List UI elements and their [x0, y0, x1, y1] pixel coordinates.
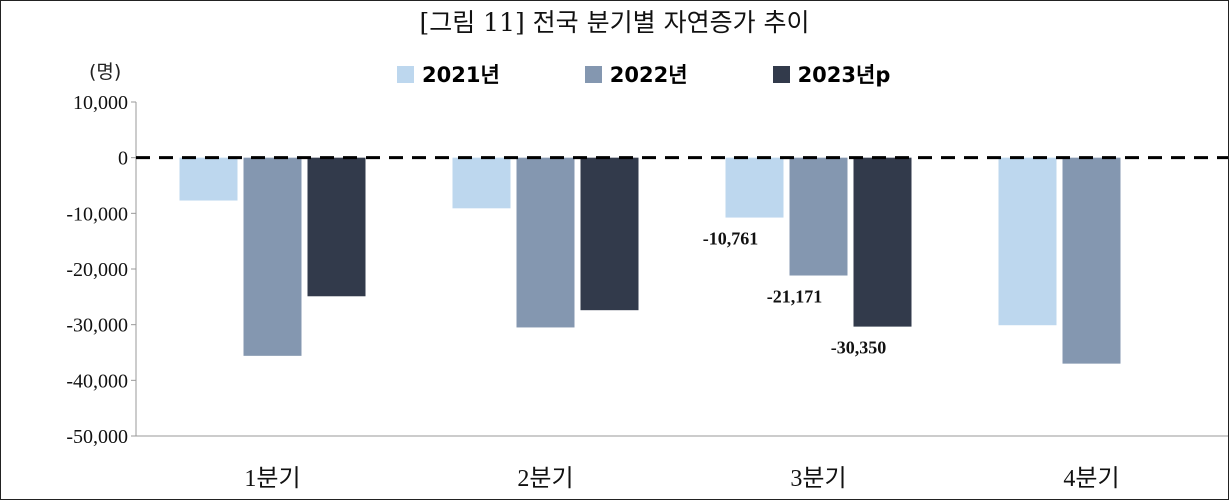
- bar-2022년-3분기: [789, 157, 848, 276]
- bar-2022년-2분기: [516, 157, 575, 328]
- x-tick-label: 4분기: [1063, 465, 1119, 492]
- legend-item-2023: 2023년p: [772, 59, 891, 89]
- y-tick-label: 0: [118, 148, 128, 170]
- legend-item-2022: 2022년: [584, 59, 688, 89]
- data-label: -10,761: [703, 229, 759, 249]
- bar-2022년-1분기: [243, 157, 302, 356]
- unit-label: (명): [89, 61, 122, 83]
- bar-2021년-1분기: [179, 157, 238, 201]
- bar-2023년p-2분기: [580, 157, 639, 311]
- y-tick-label: -50,000: [66, 426, 128, 448]
- x-tick-label: 1분기: [244, 465, 300, 492]
- bar-2021년-4분기: [998, 157, 1057, 326]
- x-tick-label: 3분기: [790, 465, 846, 492]
- data-label: -21,171: [767, 287, 823, 307]
- y-tick-label: -10,000: [66, 203, 128, 225]
- x-tick-label: 2분기: [517, 465, 573, 492]
- y-tick-label: -30,000: [66, 315, 128, 337]
- y-tick-label: 10,000: [73, 92, 128, 114]
- legend-swatch-2022: [584, 65, 602, 83]
- y-tick-label: -20,000: [66, 259, 128, 281]
- legend-label-2021: 2021년: [422, 63, 500, 87]
- bar-2021년-2분기: [452, 157, 511, 209]
- legend: 2021년 2022년 2023년p: [397, 59, 975, 89]
- bar-2023년p-3분기: [853, 157, 912, 327]
- legend-label-2022: 2022년: [609, 63, 688, 87]
- data-label: -30,350: [831, 338, 887, 358]
- legend-swatch-2021: [397, 65, 414, 83]
- bar-2022년-4분기: [1062, 157, 1121, 364]
- y-tick-label: -40,000: [66, 370, 128, 392]
- legend-item-2021: 2021년: [397, 59, 500, 89]
- bar-2023년p-1분기: [307, 157, 366, 297]
- legend-label-2023: 2023년p: [797, 63, 891, 87]
- legend-swatch-2023: [772, 65, 790, 83]
- chart-title: [그림 11] 전국 분기별 자연증가 추이: [419, 8, 810, 37]
- bar-2021년-3분기: [725, 157, 784, 218]
